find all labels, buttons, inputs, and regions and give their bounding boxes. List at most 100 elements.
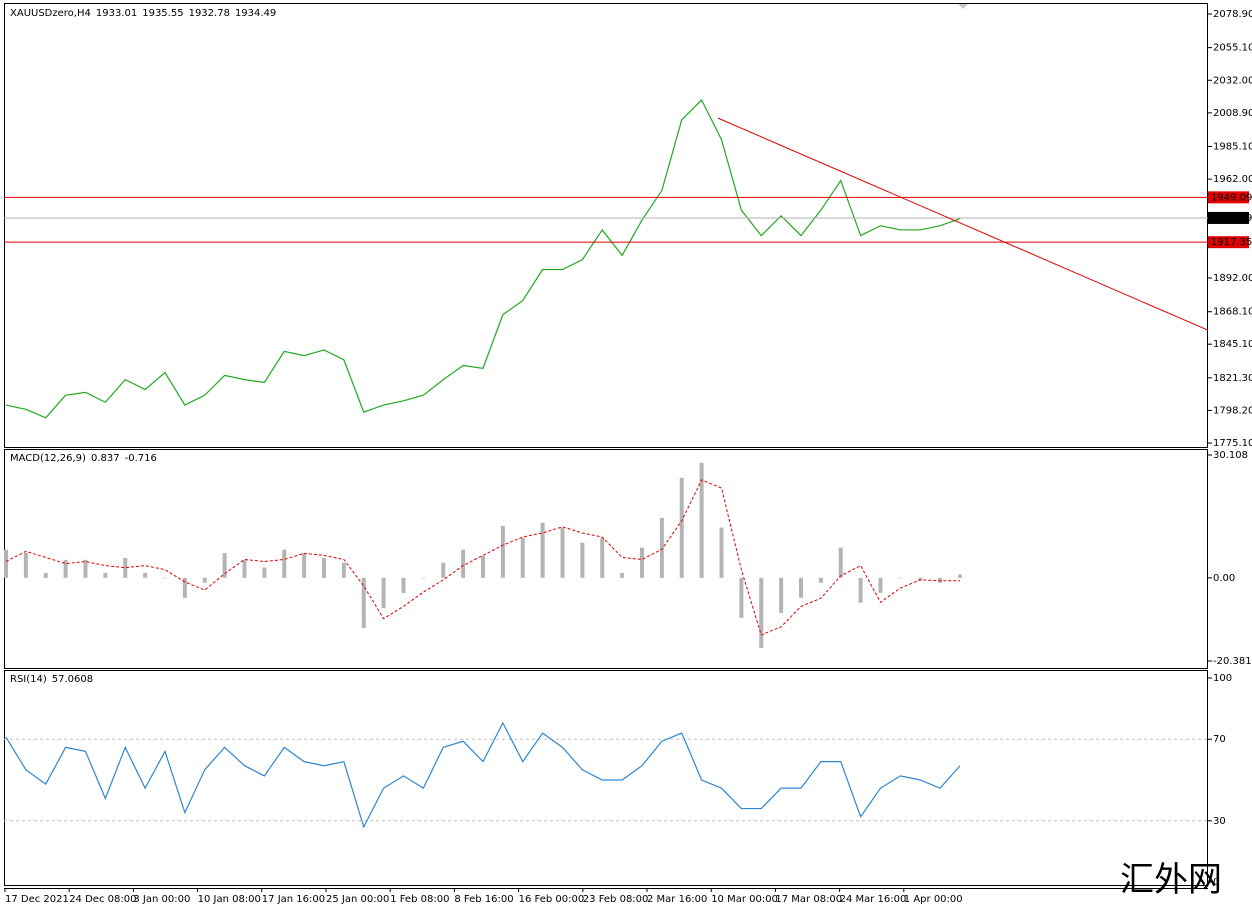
last-price-label: 1934.49 bbox=[1211, 213, 1252, 224]
y-tick-label: 1962.00 bbox=[1213, 174, 1252, 185]
header-value: 1933.01 bbox=[96, 8, 137, 19]
watermark: 汇外网 bbox=[1120, 860, 1222, 900]
macd-bar bbox=[242, 559, 247, 578]
macd-bar bbox=[441, 562, 446, 578]
y-tick-label: 1892.00 bbox=[1213, 273, 1252, 284]
x-tick-label: 17 Mar 08:00 bbox=[775, 894, 842, 905]
macd-bar bbox=[818, 577, 823, 583]
y-tick-label: 0.00 bbox=[1213, 573, 1235, 584]
level-label: 1949.09 bbox=[1211, 192, 1252, 203]
macd-bar bbox=[163, 577, 167, 579]
rsi-panel bbox=[4, 670, 1208, 886]
macd-bar bbox=[858, 577, 863, 603]
macd-bar bbox=[421, 577, 426, 579]
level-tag bbox=[1208, 191, 1249, 204]
header-value: 1934.49 bbox=[235, 8, 276, 19]
level-tag bbox=[1208, 236, 1249, 249]
macd-bar bbox=[958, 574, 962, 578]
x-tick-label: 24 Mar 16:00 bbox=[840, 894, 907, 905]
y-tick-label: 1868.10 bbox=[1213, 307, 1252, 318]
x-tick-label: 10 Mar 00:00 bbox=[711, 894, 778, 905]
x-tick-label: 1 Feb 08:00 bbox=[390, 894, 449, 905]
shift-marker bbox=[958, 4, 968, 9]
header-value: 0.837 bbox=[91, 453, 120, 464]
macd-bar bbox=[282, 549, 287, 578]
macd-bar bbox=[481, 555, 485, 578]
trendline bbox=[717, 117, 1209, 331]
y-tick-label: 2008.90 bbox=[1213, 108, 1252, 119]
indicator-header: MACD(12,26,9) 0.837 -0.716 bbox=[10, 453, 157, 464]
macd-bar bbox=[640, 547, 644, 578]
macd-bar bbox=[659, 517, 664, 578]
indicator-header: XAUUSDzero,H4 1933.01 1935.55 1932.78 1934.4… bbox=[10, 8, 276, 19]
y-tick-label: 1798.20 bbox=[1213, 405, 1252, 416]
series-line bbox=[5, 721, 961, 829]
x-tick-label: 17 Dec 2021 bbox=[5, 894, 69, 905]
macd-bar bbox=[23, 552, 28, 578]
series-line bbox=[5, 99, 961, 419]
y-tick-label: 0 bbox=[1213, 877, 1219, 888]
macd-bar bbox=[182, 577, 187, 598]
macd-bar bbox=[540, 522, 545, 578]
header-value: -0.716 bbox=[125, 453, 157, 464]
macd-bar bbox=[620, 572, 625, 578]
macd-bar bbox=[322, 557, 326, 578]
macd-bar bbox=[63, 559, 68, 578]
x-tick-label: 8 Feb 16:00 bbox=[454, 894, 513, 905]
price-panel bbox=[4, 3, 1208, 448]
macd-bar bbox=[4, 549, 8, 578]
indicator-title: MACD(12,26,9) bbox=[10, 453, 86, 464]
y-tick-label: -20.381 bbox=[1213, 656, 1252, 667]
x-tick-label: 1 Apr 00:00 bbox=[904, 894, 963, 905]
macd-bar bbox=[43, 572, 48, 578]
x-tick-label: 23 Feb 08:00 bbox=[583, 894, 649, 905]
macd-bar bbox=[739, 577, 744, 618]
y-tick-label: 70 bbox=[1213, 734, 1226, 745]
macd-bar bbox=[361, 577, 366, 629]
x-tick-label: 17 Jan 16:00 bbox=[262, 894, 325, 905]
macd-bar bbox=[580, 542, 585, 578]
macd-bar bbox=[560, 527, 565, 578]
y-tick-label: 2078.90 bbox=[1213, 9, 1252, 20]
macd-bar bbox=[779, 577, 784, 613]
y-tick-label: 1845.10 bbox=[1213, 339, 1252, 350]
macd-bar bbox=[500, 526, 505, 578]
x-tick-label: 10 Jan 08:00 bbox=[198, 894, 261, 905]
header-value: 1932.78 bbox=[189, 8, 230, 19]
indicator-header: RSI(14) 57.0608 bbox=[10, 674, 93, 685]
macd-bar bbox=[799, 577, 803, 598]
macd-bar bbox=[262, 567, 267, 578]
indicator-title: RSI(14) bbox=[10, 674, 47, 685]
x-tick-label: 16 Feb 00:00 bbox=[519, 894, 585, 905]
x-tick-label: 2 Mar 16:00 bbox=[647, 894, 707, 905]
x-tick-label: 24 Dec 08:00 bbox=[69, 894, 136, 905]
macd-bar bbox=[202, 577, 207, 583]
y-tick-label: 1821.30 bbox=[1213, 373, 1252, 384]
macd-bar bbox=[103, 572, 108, 578]
y-tick-label: 100 bbox=[1213, 673, 1232, 684]
header-value: 1935.55 bbox=[142, 8, 183, 19]
macd-bar bbox=[838, 547, 843, 578]
macd-bar bbox=[401, 577, 406, 593]
macd-bar bbox=[302, 552, 307, 578]
macd-bar bbox=[898, 577, 903, 579]
macd-signal bbox=[5, 479, 960, 636]
header-value: 57.0608 bbox=[52, 674, 93, 685]
y-tick-label: 2032.00 bbox=[1213, 75, 1252, 86]
macd-bar bbox=[83, 559, 88, 578]
y-tick-label: 30 bbox=[1213, 816, 1226, 827]
y-tick-label: 30.108 bbox=[1213, 450, 1248, 461]
macd-bar bbox=[143, 572, 148, 578]
macd-bar bbox=[918, 577, 923, 581]
macd-bar bbox=[341, 562, 346, 578]
x-tick-label: 3 Jan 00:00 bbox=[133, 894, 190, 905]
y-tick-label: 1985.10 bbox=[1213, 141, 1252, 152]
y-tick-label: 1775.10 bbox=[1213, 438, 1252, 449]
macd-bar bbox=[878, 577, 883, 593]
macd-bar bbox=[759, 577, 764, 649]
last-price-tag bbox=[1208, 211, 1249, 224]
macd-bar bbox=[719, 527, 724, 578]
macd-bar bbox=[520, 537, 525, 578]
